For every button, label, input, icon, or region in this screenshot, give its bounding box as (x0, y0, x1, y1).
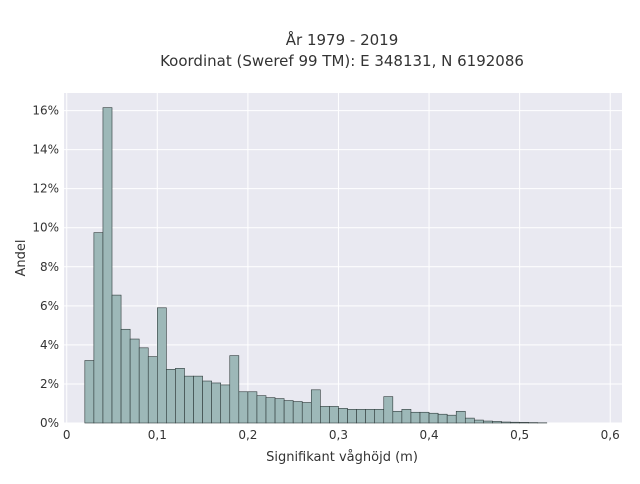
histogram-bar (257, 396, 266, 423)
histogram-bar (402, 409, 411, 423)
x-tick-label: 0 (63, 428, 71, 442)
histogram-bar (212, 383, 221, 423)
histogram-bar (221, 385, 230, 423)
y-tick-label: 14% (32, 143, 59, 157)
x-axis-label: Signifikant våghöjd (m) (266, 450, 418, 465)
y-axis-ticks: 0% 2% 4% 6% 8% 10% 12% 14% 16% (32, 104, 59, 430)
y-tick-label: 12% (32, 182, 59, 196)
histogram-bar (85, 361, 94, 423)
histogram-bar (420, 412, 429, 423)
histogram-bar (293, 402, 302, 423)
histogram-bar (139, 348, 148, 423)
histogram-bar (320, 406, 329, 423)
histogram-bar (248, 392, 257, 423)
histogram-bar (239, 392, 248, 423)
histogram-bar (266, 398, 275, 423)
x-tick-label: 0,4 (420, 428, 439, 442)
histogram-bar (411, 412, 420, 423)
chart-title: År 1979 - 2019 (286, 30, 399, 49)
x-tick-label: 0,2 (238, 428, 257, 442)
y-tick-label: 0% (40, 416, 59, 430)
histogram-bar (366, 409, 375, 423)
histogram-bar (175, 368, 184, 423)
histogram-bar (329, 406, 338, 423)
histogram-bar (94, 233, 103, 423)
x-tick-label: 0,5 (510, 428, 529, 442)
x-tick-label: 0,3 (329, 428, 348, 442)
y-tick-label: 2% (40, 377, 59, 391)
histogram-bar (492, 421, 501, 423)
histogram-bar (447, 415, 456, 423)
y-tick-label: 6% (40, 299, 59, 313)
y-tick-label: 8% (40, 260, 59, 274)
histogram-bar (230, 356, 239, 423)
histogram-bar (194, 376, 203, 423)
histogram-bar (311, 390, 320, 423)
histogram-bar (456, 411, 465, 423)
histogram-bar (474, 420, 483, 423)
y-axis-label: Andel (14, 240, 29, 277)
histogram-bar (184, 376, 193, 423)
histogram-bar (338, 408, 347, 423)
y-tick-label: 4% (40, 338, 59, 352)
y-tick-label: 16% (32, 104, 59, 118)
histogram-bar (112, 295, 121, 423)
histogram-bar (438, 414, 447, 423)
histogram-bar (203, 381, 212, 423)
histogram-bar (348, 409, 357, 423)
histogram-bar (483, 421, 492, 423)
histogram-bar (502, 422, 511, 423)
x-tick-label: 0,1 (148, 428, 167, 442)
histogram-bar (275, 399, 284, 423)
histogram-bar (357, 409, 366, 423)
x-tick-label: 0,6 (601, 428, 620, 442)
histogram-bar (148, 357, 157, 423)
histogram-bar (121, 329, 130, 423)
histogram-bar (284, 401, 293, 423)
histogram-bar (166, 369, 175, 423)
histogram-bar (393, 411, 402, 423)
histogram-bar (302, 402, 311, 423)
chart-subtitle: Koordinat (Sweref 99 TM): E 348131, N 61… (160, 52, 524, 70)
histogram-bar (511, 422, 520, 423)
histogram-bar (465, 418, 474, 423)
histogram-bar (103, 108, 112, 423)
histogram-bar (157, 308, 166, 423)
y-tick-label: 10% (32, 221, 59, 235)
x-axis-ticks: 0 0,1 0,2 0,3 0,4 0,5 0,6 (63, 428, 620, 442)
histogram-bar (130, 339, 139, 423)
histogram-bar (384, 397, 393, 423)
histogram-bar (375, 409, 384, 423)
histogram-bar (520, 422, 529, 423)
histogram-bar (429, 413, 438, 423)
